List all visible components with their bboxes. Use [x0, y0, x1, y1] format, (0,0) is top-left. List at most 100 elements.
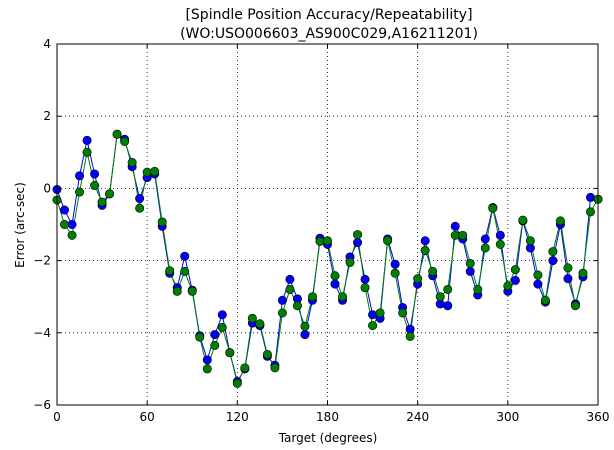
series-2-point [285, 284, 295, 294]
x-tick-label: 300 [496, 410, 519, 424]
chart-title: [Spindle Position Accuracy/Repeatability… [185, 7, 472, 23]
series-1-point [285, 274, 295, 284]
series-1-point [202, 355, 212, 365]
series-2-point [180, 266, 190, 276]
series-2-point [525, 236, 535, 246]
series-1-point [60, 205, 70, 215]
series-2-point [195, 332, 205, 342]
series-2-point [97, 197, 107, 207]
series-lines [56, 133, 599, 385]
series-2-point [232, 378, 242, 388]
series-2-point [375, 308, 385, 318]
x-tick-label: 0 [53, 410, 61, 424]
series-2-point [578, 268, 588, 278]
series-2-point [428, 266, 438, 276]
series-2-point [420, 245, 430, 255]
series-1-point [353, 238, 363, 248]
series-2-point [390, 268, 400, 278]
series-2-point [60, 220, 70, 230]
series-1-point [368, 310, 378, 320]
series-2-point [300, 321, 310, 331]
series-2-point [262, 349, 272, 359]
series-2-point [172, 286, 182, 296]
series-1-point [585, 192, 595, 202]
axis-ticks: 0 60 120 180 240 300 360 −6 −4 −2 0 2 4 [33, 37, 609, 424]
x-tick-label: 360 [587, 410, 610, 424]
series-2-point [570, 301, 580, 311]
series-2-point [292, 301, 302, 311]
chart-subtitle: (WO:USO006603_AS900C029,A16211201) [180, 26, 478, 42]
series-1-point [210, 330, 220, 340]
series-1-point [420, 236, 430, 246]
series-2-point [307, 292, 317, 302]
x-tick-label: 240 [406, 410, 429, 424]
series-1-point [67, 220, 77, 230]
series-1-point [533, 279, 543, 289]
series-2-point [255, 319, 265, 329]
x-axis-label: Target (degrees) [278, 431, 378, 445]
series-2-point [330, 271, 340, 281]
series-2-point [345, 257, 355, 267]
series-2-point [120, 136, 130, 146]
series-2-point [277, 308, 287, 318]
series-1-point [450, 221, 460, 231]
grid-lines [56, 43, 599, 406]
series-2-point [82, 147, 92, 157]
series-2-point [240, 363, 250, 373]
y-axis-label: Error (arc-sec) [13, 182, 27, 268]
y-tick-label: 2 [43, 109, 51, 123]
series-2-point [112, 129, 122, 139]
series-1-point [495, 230, 505, 240]
series-2-point [247, 313, 257, 323]
series-1-point [330, 279, 340, 289]
series-2-point [187, 286, 197, 296]
series-2-point [135, 203, 145, 213]
series-2-point [322, 236, 332, 246]
series-2-point [435, 292, 445, 302]
series-2-point [217, 322, 227, 332]
series-2-point [518, 215, 528, 225]
series-2-point [105, 189, 115, 199]
series-2-point [405, 331, 415, 341]
series-2-point [465, 258, 475, 268]
series-2-point [563, 263, 573, 273]
series-2-point [383, 236, 393, 246]
series-2-point [210, 340, 220, 350]
series-1-point [443, 301, 453, 311]
series-2-point [398, 308, 408, 318]
series-2-line [56, 133, 599, 385]
series-2-point [585, 207, 595, 217]
y-tick-label: −4 [33, 326, 51, 340]
series-1-point [75, 171, 85, 181]
series-2-point [533, 270, 543, 280]
y-tick-label: −6 [33, 398, 51, 412]
series-2-point [488, 203, 498, 213]
series-2-point [165, 266, 175, 276]
series-2-point [443, 284, 453, 294]
series-markers [52, 129, 603, 388]
series-2-point [480, 243, 490, 253]
series-1-point [180, 251, 190, 261]
y-tick-label: 4 [43, 37, 51, 51]
series-1-point [277, 295, 287, 305]
series-1-point [90, 169, 100, 179]
series-2-point [67, 230, 77, 240]
series-2-point [157, 217, 167, 227]
series-2-point [225, 348, 235, 358]
series-2-point [368, 321, 378, 331]
series-1-point [135, 194, 145, 204]
series-1-point [563, 274, 573, 284]
series-1-point [548, 256, 558, 266]
series-2-point [142, 167, 152, 177]
series-1-point [510, 275, 520, 285]
x-tick-label: 60 [140, 410, 155, 424]
series-2-point [458, 230, 468, 240]
series-2-point [353, 230, 363, 240]
series-2-point [450, 230, 460, 240]
x-tick-label: 120 [226, 410, 249, 424]
series-2-point [270, 363, 280, 373]
series-1-point [390, 259, 400, 269]
series-2-point [338, 292, 348, 302]
series-1-point [465, 266, 475, 276]
